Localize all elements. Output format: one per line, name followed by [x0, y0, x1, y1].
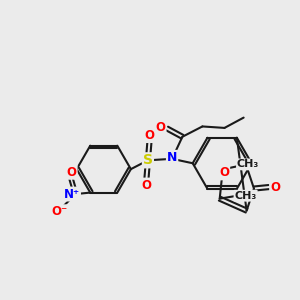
Text: N⁺: N⁺ — [64, 188, 80, 201]
Text: O: O — [156, 121, 166, 134]
Text: CH₃: CH₃ — [235, 191, 257, 201]
Text: O: O — [144, 129, 154, 142]
Text: O: O — [219, 167, 229, 179]
Text: N: N — [167, 151, 177, 164]
Text: O: O — [270, 181, 280, 194]
Text: O: O — [67, 166, 77, 179]
Text: O: O — [142, 178, 152, 191]
Text: O⁻: O⁻ — [52, 205, 68, 218]
Text: CH₃: CH₃ — [237, 159, 259, 170]
Text: S: S — [143, 153, 153, 167]
